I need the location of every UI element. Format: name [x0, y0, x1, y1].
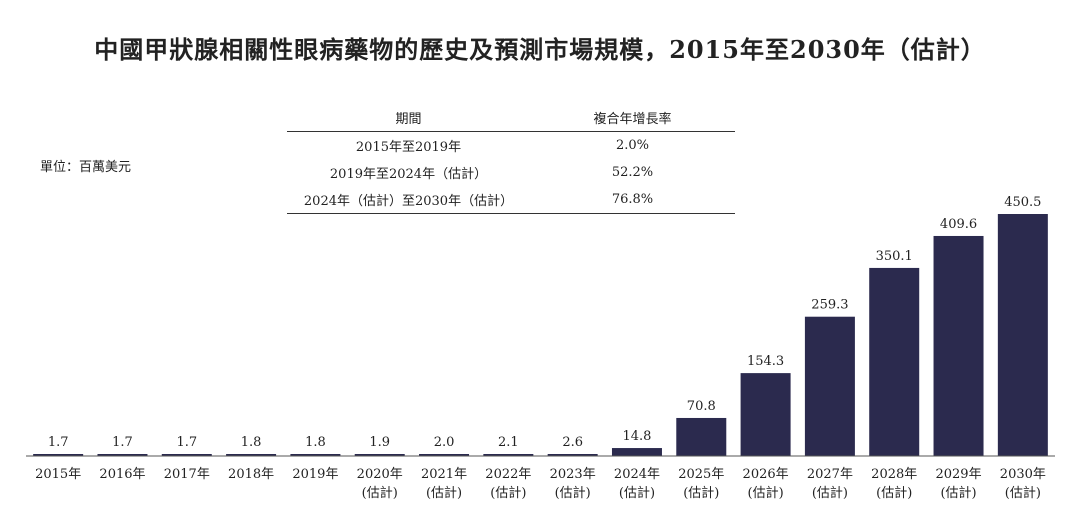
- bar: [676, 417, 727, 456]
- x-tick-sublabel: (估計): [555, 485, 591, 501]
- x-tick-sublabel: (估計): [490, 485, 526, 501]
- bar-value-label: 1.7: [112, 435, 133, 450]
- x-tick-label: 2027年: [807, 467, 853, 482]
- cagr-header-row: 期間 複合年增長率: [287, 103, 735, 132]
- bar: [33, 454, 84, 456]
- x-tick-label: 2022年: [485, 467, 531, 482]
- bar: [419, 454, 470, 456]
- x-tick-sublabel: (估計): [426, 485, 462, 501]
- bar: [483, 454, 534, 456]
- x-tick-label: 2026年: [743, 467, 789, 482]
- bar-value-label: 409.6: [940, 217, 977, 232]
- bar: [611, 448, 662, 456]
- bar: [933, 235, 984, 456]
- bar-value-label: 2.1: [498, 435, 519, 450]
- x-tick-sublabel: (估計): [748, 485, 784, 501]
- cagr-table: 期間 複合年增長率 2015年至2019年 2.0% 2019年至2024年（估…: [287, 103, 735, 214]
- x-tick-label: 2029年: [935, 467, 981, 482]
- bar-value-label: 154.3: [747, 354, 784, 369]
- cagr-period: 2015年至2019年: [355, 140, 462, 155]
- cagr-rate: 76.8%: [611, 192, 654, 207]
- bar-value-label: 350.1: [876, 249, 913, 264]
- bar-value-label: 1.7: [48, 435, 69, 450]
- bar-value-label: 1.8: [241, 435, 262, 450]
- bar: [226, 454, 277, 456]
- bar-value-label: 1.7: [176, 435, 197, 450]
- x-tick-label: 2023年: [550, 467, 596, 482]
- cagr-row: 2015年至2019年 2.0%: [287, 132, 735, 159]
- x-tick-label: 2020年: [357, 467, 403, 482]
- x-tick-label: 2028年: [871, 467, 917, 482]
- cagr-rate: 2.0%: [615, 138, 650, 153]
- x-tick-label: 2019年: [292, 467, 338, 482]
- x-tick-sublabel: (估計): [683, 485, 719, 501]
- bar: [161, 454, 212, 456]
- bar-value-label: 70.8: [687, 399, 716, 414]
- bar: [804, 316, 855, 456]
- cagr-rate: 52.2%: [611, 165, 654, 180]
- cagr-row: 2019年至2024年（估計） 52.2%: [287, 159, 735, 186]
- x-tick-label: 2018年: [228, 467, 274, 482]
- bar: [97, 454, 148, 456]
- cagr-header-period: 期間: [395, 111, 422, 127]
- bar-value-label: 1.9: [369, 435, 390, 450]
- x-tick-sublabel: (估計): [812, 485, 848, 501]
- bar-value-label: 1.8: [305, 435, 326, 450]
- x-tick-sublabel: (估計): [876, 485, 912, 501]
- x-tick-label: 2015年: [35, 467, 81, 482]
- cagr-row: 2024年（估計）至2030年（估計） 76.8%: [287, 186, 735, 214]
- x-tick-sublabel: (估計): [1005, 485, 1041, 501]
- x-tick-label: 2030年: [1000, 467, 1046, 482]
- cagr-header-rate: 複合年增長率: [593, 111, 672, 127]
- x-tick-label: 2024年: [614, 467, 660, 482]
- x-tick-label: 2025年: [678, 467, 724, 482]
- x-tick-label: 2016年: [99, 467, 145, 482]
- x-tick-sublabel: (估計): [619, 485, 655, 501]
- bar-value-label: 2.6: [562, 435, 583, 450]
- cagr-period: 2024年（估計）至2030年（估計）: [303, 194, 514, 209]
- bar: [354, 454, 405, 456]
- bar: [869, 267, 920, 456]
- bar: [547, 454, 598, 456]
- x-tick-label: 2021年: [421, 467, 467, 482]
- bar-value-label: 259.3: [811, 298, 848, 313]
- bar: [997, 214, 1048, 456]
- bar: [740, 373, 791, 456]
- bar: [290, 454, 341, 456]
- chart-title: 中國甲狀腺相關性眼病藥物的歷史及預測市場規模，2015年至2030年（估計）: [94, 35, 986, 64]
- bar-value-label: 14.8: [622, 429, 651, 444]
- cagr-period: 2019年至2024年（估計）: [329, 167, 488, 182]
- x-tick-label: 2017年: [164, 467, 210, 482]
- x-tick-sublabel: (估計): [940, 485, 976, 501]
- x-tick-sublabel: (估計): [362, 485, 398, 501]
- unit-label: 單位：百萬美元: [40, 160, 132, 175]
- bar-value-label: 450.5: [1004, 195, 1041, 210]
- bar-value-label: 2.0: [434, 435, 455, 450]
